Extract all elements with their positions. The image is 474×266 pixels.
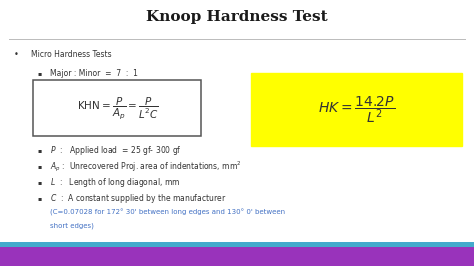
Text: ▪: ▪ xyxy=(38,71,42,76)
Text: $A_p$ :  Unrecovered Proj. area of indentations, mm$^2$: $A_p$ : Unrecovered Proj. area of indent… xyxy=(50,159,241,173)
Text: $L$  :   Length of long diagonal, mm: $L$ : Length of long diagonal, mm xyxy=(50,176,180,189)
Text: $C$  :  A constant supplied by the manufacturer: $C$ : A constant supplied by the manufac… xyxy=(50,192,226,205)
Text: (C=0.07028 for 172° 30' between long edges and 130° 0' between: (C=0.07028 for 172° 30' between long edg… xyxy=(50,209,285,217)
Text: Knoop Hardness Test: Knoop Hardness Test xyxy=(146,10,328,24)
Text: $\mathrm{KHN} = \dfrac{P}{A_p} = \dfrac{P}{L^2 C}$: $\mathrm{KHN} = \dfrac{P}{A_p} = \dfrac{… xyxy=(77,95,158,120)
Text: •: • xyxy=(14,50,19,59)
Text: ▪: ▪ xyxy=(38,196,42,201)
Text: short edges): short edges) xyxy=(50,223,94,229)
Text: ▪: ▪ xyxy=(38,148,42,153)
Text: Major : Minor  =  7  :  1: Major : Minor = 7 : 1 xyxy=(50,69,137,78)
Text: $\mathit{HK} = \dfrac{14.2P}{L^2}$: $\mathit{HK} = \dfrac{14.2P}{L^2}$ xyxy=(319,94,395,124)
Text: Micro Hardness Tests: Micro Hardness Tests xyxy=(31,50,111,59)
Text: $P$  :   Applied load  = 25 gf- 300 gf: $P$ : Applied load = 25 gf- 300 gf xyxy=(50,144,182,157)
Text: ▪: ▪ xyxy=(38,180,42,185)
FancyBboxPatch shape xyxy=(33,80,201,136)
FancyBboxPatch shape xyxy=(251,73,462,146)
Text: ▪: ▪ xyxy=(38,164,42,169)
Bar xyxy=(0,247,474,266)
Bar xyxy=(0,242,474,247)
